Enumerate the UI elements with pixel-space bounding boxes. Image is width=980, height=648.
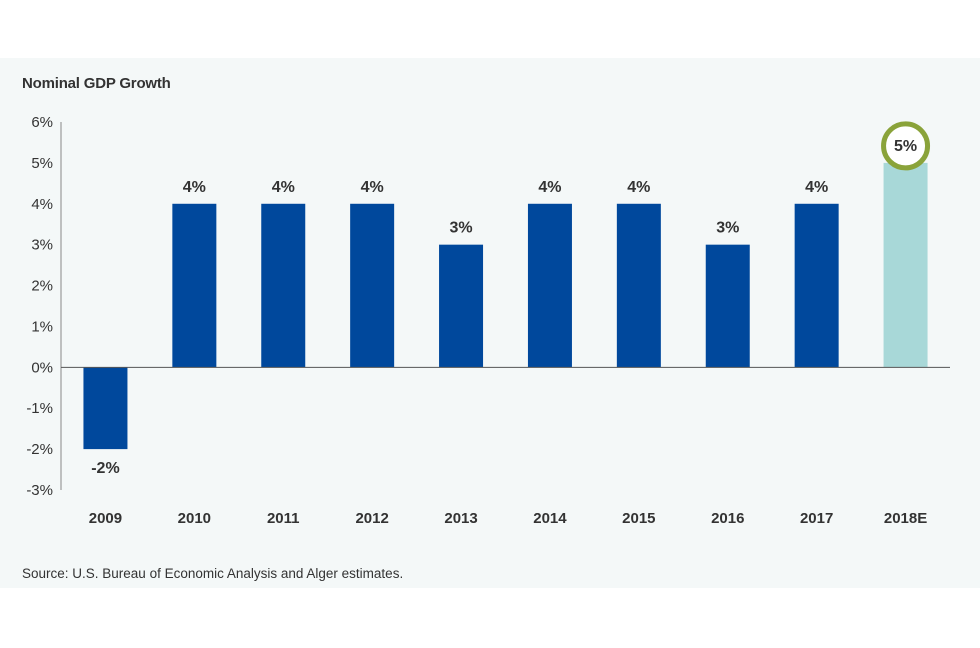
data-labels: -2% 4% 4% 4% 3% 4% 4% 3% 4% 5%: [91, 121, 931, 477]
bars: [83, 162, 928, 450]
data-label-2012: 4%: [361, 179, 384, 196]
x-axis: 2009 2010 2011 2012 2013 2014 2015 2016 2017 2018…: [89, 510, 927, 527]
y-tick-label: 4%: [31, 196, 53, 213]
data-label-2013: 3%: [449, 220, 472, 237]
source-note: Source: U.S. Bureau of Economic Analysis…: [22, 566, 404, 581]
y-tick-label: 5%: [31, 155, 53, 172]
x-tick-label: 2018E: [884, 510, 927, 527]
bar-2010: [172, 203, 217, 368]
data-label-2016: 3%: [716, 220, 739, 237]
data-label-2015: 4%: [627, 179, 650, 196]
data-label-2009: -2%: [91, 460, 119, 477]
y-tick-label: -2%: [26, 441, 53, 458]
bar-2013: [439, 244, 484, 368]
bar-2012: [350, 203, 395, 368]
y-tick-label: 2%: [31, 278, 53, 295]
data-label-2018E: 5%: [894, 138, 917, 155]
data-label-2017: 4%: [805, 179, 828, 196]
bar-2016: [705, 244, 750, 368]
x-tick-label: 2011: [267, 510, 300, 527]
data-label-2011: 4%: [272, 179, 295, 196]
bar-2009: [83, 367, 128, 450]
y-axis: 6% 5% 4% 3% 2% 1% 0% -1% -2% -3%: [26, 114, 53, 499]
bar-2011: [261, 203, 306, 368]
bar-2018E: [883, 162, 928, 368]
x-tick-label: 2009: [89, 510, 122, 527]
x-tick-label: 2010: [178, 510, 211, 527]
chart-title: Nominal GDP Growth: [22, 75, 171, 92]
data-label-2010: 4%: [183, 179, 206, 196]
x-tick-label: 2016: [711, 510, 744, 527]
bar-2017: [794, 203, 839, 368]
y-tick-label: -1%: [26, 400, 53, 417]
x-tick-label: 2015: [622, 510, 655, 527]
bar-2015: [616, 203, 661, 368]
bar-2014: [527, 203, 572, 368]
y-tick-label: 3%: [31, 237, 53, 254]
x-tick-label: 2014: [533, 510, 567, 527]
y-tick-label: 0%: [31, 359, 53, 376]
estimate-highlight-ring: [881, 121, 931, 171]
x-tick-label: 2012: [355, 510, 388, 527]
axes: [60, 122, 950, 490]
y-tick-label: -3%: [26, 482, 53, 499]
y-tick-label: 1%: [31, 318, 53, 335]
y-tick-label: 6%: [31, 114, 53, 131]
x-tick-label: 2013: [444, 510, 477, 527]
x-tick-label: 2017: [800, 510, 833, 527]
data-label-2014: 4%: [538, 179, 561, 196]
